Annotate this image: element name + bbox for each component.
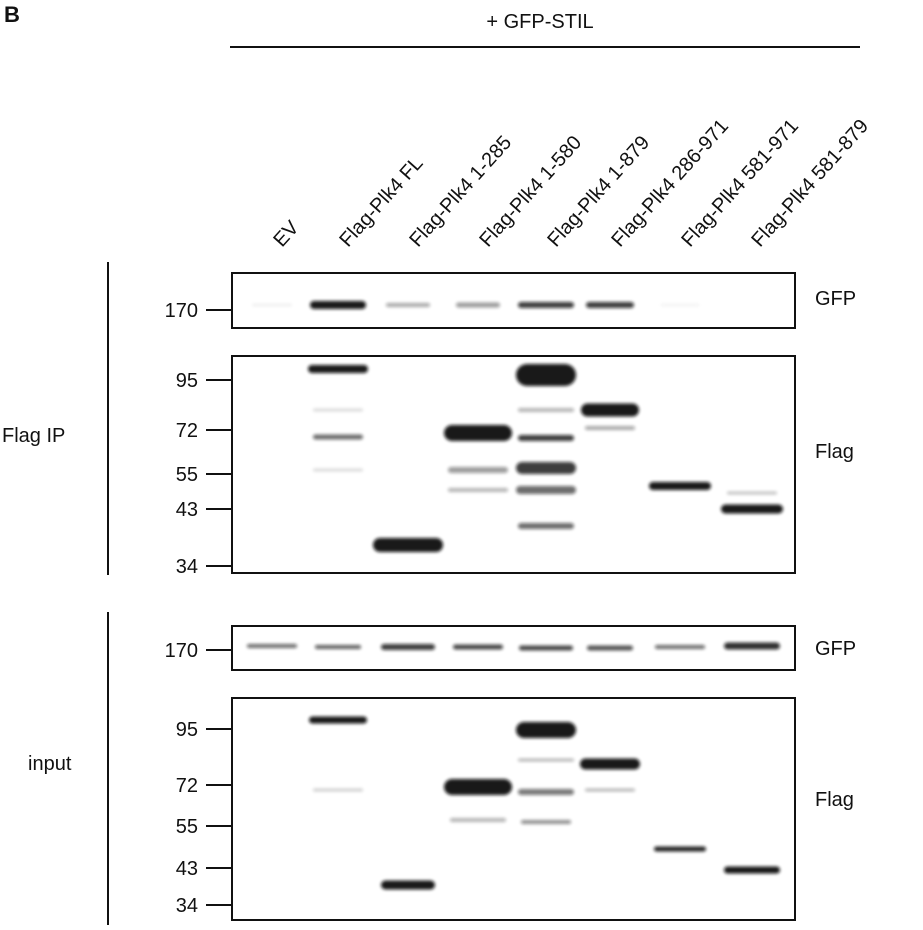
band [724, 866, 780, 874]
band [516, 722, 576, 738]
band [516, 364, 576, 386]
band [518, 758, 574, 762]
blot-panel [231, 697, 796, 921]
band [519, 645, 573, 651]
band [448, 488, 508, 492]
band [313, 408, 363, 412]
band [516, 462, 576, 474]
band [721, 504, 783, 514]
marker-label: 43 [176, 499, 198, 521]
band [580, 758, 640, 770]
marker-label: 95 [176, 719, 198, 741]
header: + GFP-STIL [486, 11, 593, 33]
group-label: Flag IP [2, 425, 65, 447]
band [308, 365, 368, 373]
band [581, 403, 639, 417]
band [518, 789, 574, 795]
band [585, 426, 635, 430]
antibody-label: Flag [815, 789, 854, 811]
band [518, 302, 574, 308]
band [587, 645, 633, 651]
marker-label: 72 [176, 775, 198, 797]
band [585, 788, 635, 792]
antibody-label: Flag [815, 441, 854, 463]
band [586, 302, 634, 308]
marker-label: 95 [176, 370, 198, 392]
band [313, 788, 363, 792]
marker-label: 170 [165, 300, 198, 322]
marker-label: 43 [176, 858, 198, 880]
marker-label: 34 [176, 556, 198, 578]
band [453, 644, 503, 650]
band [649, 482, 711, 490]
band [521, 820, 571, 824]
marker-label: 55 [176, 816, 198, 838]
lane-label: Flag-Plk4 286-971 [607, 115, 733, 251]
marker-label: 55 [176, 464, 198, 486]
band [444, 779, 512, 795]
band [450, 818, 506, 822]
band [660, 303, 700, 307]
band [313, 434, 363, 440]
blot-panel [231, 355, 796, 574]
band [309, 716, 367, 724]
band [518, 408, 574, 412]
lane-label: Flag-Plk4 581-971 [677, 115, 803, 251]
lane-label: Flag-Plk4 581-879 [747, 115, 873, 251]
band [313, 468, 363, 472]
lane-label: EV [269, 216, 304, 251]
band [518, 435, 574, 441]
antibody-label: GFP [815, 638, 856, 660]
band [448, 467, 508, 473]
band [516, 486, 576, 494]
marker-label: 34 [176, 895, 198, 917]
band [456, 302, 500, 308]
band [518, 523, 574, 529]
panel-label: B [4, 2, 20, 27]
band [315, 645, 361, 649]
antibody-label: GFP [815, 288, 856, 310]
band [381, 880, 435, 890]
marker-label: 170 [165, 640, 198, 662]
band [655, 645, 705, 649]
band [724, 642, 780, 650]
marker-label: 72 [176, 420, 198, 442]
band [310, 301, 366, 309]
band [654, 846, 706, 852]
band [247, 644, 297, 648]
band [381, 644, 435, 650]
band [252, 303, 292, 307]
band [373, 538, 443, 552]
band [727, 491, 777, 495]
group-label: input [28, 753, 72, 775]
blot-panel [231, 272, 796, 329]
band [386, 303, 430, 307]
band [444, 425, 512, 441]
